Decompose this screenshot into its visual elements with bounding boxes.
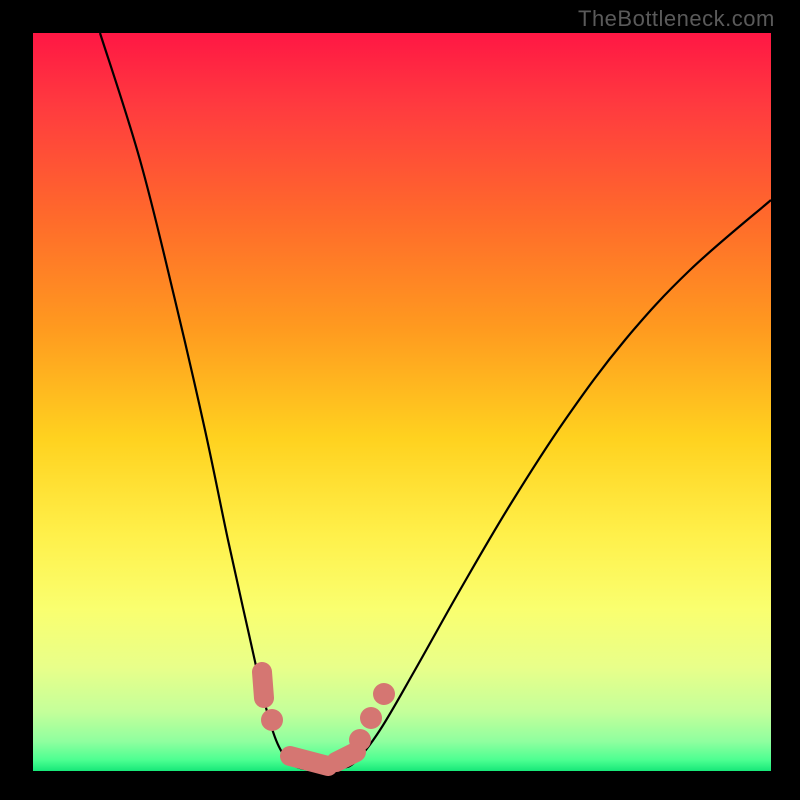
curve-layer <box>0 0 800 800</box>
data-marker <box>290 756 328 766</box>
data-marker <box>373 683 395 705</box>
data-marker <box>262 672 264 698</box>
data-marker <box>336 752 356 762</box>
data-marker <box>261 709 283 731</box>
watermark-text: TheBottleneck.com <box>578 6 775 32</box>
bottleneck-curve <box>100 33 771 770</box>
data-marker <box>360 707 382 729</box>
data-marker <box>349 729 371 751</box>
